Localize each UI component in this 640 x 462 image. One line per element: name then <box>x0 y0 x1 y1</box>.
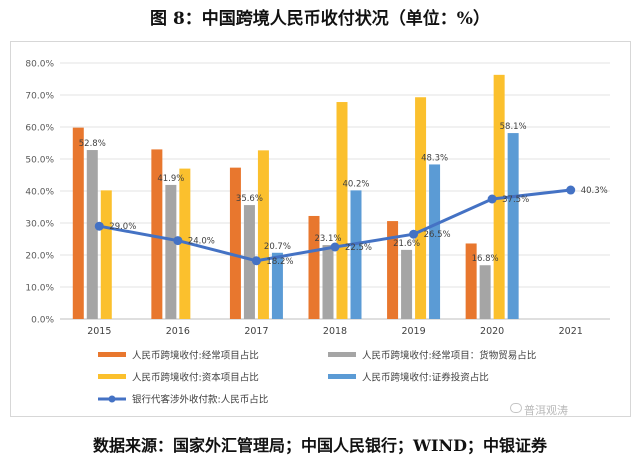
bar <box>257 150 269 319</box>
bars <box>72 74 519 319</box>
x-tick-label: 2020 <box>480 326 504 337</box>
y-tick-label: 40.0% <box>25 188 54 198</box>
line-series <box>94 185 576 266</box>
legend-label: 人民币跨境收付:资本项目占比 <box>132 372 259 384</box>
y-tick-label: 10.0% <box>25 284 54 294</box>
watermark-icon <box>510 403 522 413</box>
chart: 0.0% 10.0% 20.0% 30.0% 40.0% 50.0% 60.0% 70.0% 8… <box>25 60 610 406</box>
data-source: 数据来源：国家外汇管理局；中国人民银行；WIND；中银证券 <box>93 436 547 455</box>
line-point <box>409 229 419 239</box>
bar <box>429 164 441 319</box>
legend: 人民币跨境收付:经常项目占比 人民币跨境收付:经常项目：货物贸易占比人民币跨境收付… <box>98 350 536 406</box>
bar-data-label: 48.3% <box>421 153 448 163</box>
bar <box>401 249 413 319</box>
y-tick-label: 0.0% <box>31 316 54 326</box>
bar-data-label: 40.2% <box>342 179 369 189</box>
bar <box>308 215 320 319</box>
y-tick-label: 50.0% <box>25 156 54 166</box>
bar <box>336 102 348 319</box>
bar <box>415 97 427 319</box>
gridlines <box>60 62 610 320</box>
bar <box>151 149 163 319</box>
bar-data-label: 16.8% <box>472 254 499 264</box>
y-tick-label: 80.0% <box>25 60 54 70</box>
legend-label: 人民币跨境收付:证券投资占比 <box>362 372 489 384</box>
legend-swatch <box>328 352 356 357</box>
bar-data-label: 58.1% <box>500 122 527 132</box>
line-point <box>566 185 576 195</box>
legend-label: 人民币跨境收付:经常项目：货物贸易占比 <box>362 350 536 362</box>
bar-data-label: 52.8% <box>79 139 106 149</box>
legend-swatch <box>98 374 126 379</box>
bar-data-label: 35.6% <box>236 194 263 204</box>
line-point <box>487 194 497 204</box>
bar <box>229 167 241 319</box>
line-point <box>251 256 261 266</box>
y-tick-label: 30.0% <box>25 220 54 230</box>
bar <box>271 252 283 319</box>
bar-data-label: 23.1% <box>314 234 341 244</box>
watermark: 普洱观涛 <box>524 404 568 417</box>
bar <box>350 190 362 319</box>
y-tick-label: 70.0% <box>25 92 54 102</box>
legend-label: 银行代客涉外收付款:人民币占比 <box>132 394 268 406</box>
x-tick-label: 2016 <box>166 326 190 337</box>
bar <box>72 127 84 319</box>
line-data-label: 22.5% <box>345 243 372 253</box>
bar-data-label: 20.7% <box>264 242 291 252</box>
y-tick-label: 60.0% <box>25 124 54 134</box>
bar <box>86 150 98 319</box>
y-axis-ticks: 0.0% 10.0% 20.0% 30.0% 40.0% 50.0% 60.0% 70.0% 8… <box>25 60 54 326</box>
bar-data-label: 21.6% <box>393 239 420 249</box>
bar <box>243 205 255 319</box>
legend-swatch <box>98 352 126 357</box>
line-point <box>94 221 104 231</box>
chart-title: 图 8：中国跨境人民币收付状况（单位：%） <box>150 9 490 29</box>
line-point <box>330 242 340 252</box>
line-data-label: 40.3% <box>581 186 608 196</box>
line-data-label: 37.5% <box>502 195 529 205</box>
bar <box>322 245 334 319</box>
bar <box>387 221 399 319</box>
line-point <box>173 236 183 246</box>
x-axis-ticks: 2015 2016 2017 2018 2019 2020 2021 <box>87 326 583 337</box>
bar <box>100 190 112 319</box>
y-tick-label: 20.0% <box>25 252 54 262</box>
data-labels: 52.8% 41.9% 35.6% 23.1% 21.6% 16.8% 20.7% 40.2%… <box>79 122 608 267</box>
x-tick-label: 2015 <box>87 326 111 337</box>
x-tick-label: 2018 <box>323 326 347 337</box>
x-tick-label: 2019 <box>401 326 425 337</box>
x-tick-label: 2017 <box>244 326 268 337</box>
line-data-label: 26.5% <box>424 230 451 240</box>
legend-label: 人民币跨境收付:经常项目占比 <box>132 350 259 362</box>
x-tick-label: 2021 <box>559 326 583 337</box>
bar <box>507 133 519 319</box>
bar <box>479 265 491 319</box>
bar <box>165 184 177 319</box>
legend-marker <box>108 395 116 403</box>
bar-data-label: 41.9% <box>157 174 184 184</box>
line-data-label: 24.0% <box>188 237 215 247</box>
line-data-label: 18.2% <box>266 257 293 267</box>
line-data-label: 29.0% <box>109 222 136 232</box>
legend-swatch <box>328 374 356 379</box>
bar <box>465 243 477 319</box>
